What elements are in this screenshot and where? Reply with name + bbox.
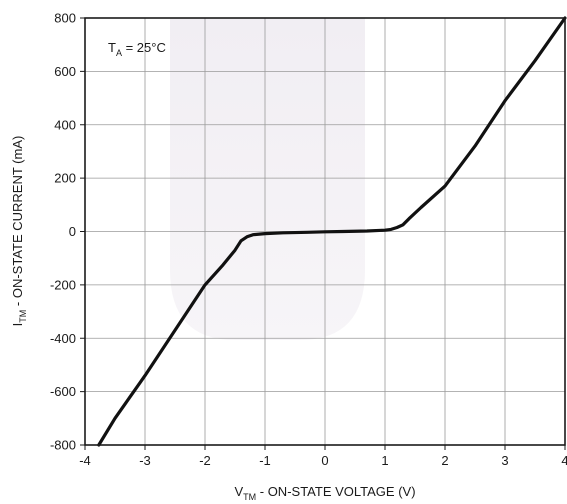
x-tick-label: 4 bbox=[561, 453, 567, 468]
y-tick-label: -800 bbox=[50, 438, 76, 453]
x-tick-label: 1 bbox=[381, 453, 388, 468]
background-watermark bbox=[170, 18, 365, 340]
x-tick-label: -3 bbox=[139, 453, 151, 468]
x-tick-label: -4 bbox=[79, 453, 91, 468]
series-layer bbox=[97, 16, 567, 447]
x-tick-label: 2 bbox=[441, 453, 448, 468]
x-tick-label: -1 bbox=[259, 453, 271, 468]
series-line bbox=[97, 16, 567, 447]
x-tick-label: 0 bbox=[321, 453, 328, 468]
y-tick-label: -400 bbox=[50, 331, 76, 346]
y-tick-label: 200 bbox=[54, 171, 76, 186]
y-axis-label: ITM - ON-STATE CURRENT (mA) bbox=[10, 136, 28, 327]
x-tick-label: -2 bbox=[199, 453, 211, 468]
temperature-annotation: TA = 25°C bbox=[108, 40, 166, 58]
y-tick-label: -200 bbox=[50, 277, 76, 292]
tick-labels: -4 -3 -2 -1 0 1 2 3 4 800 600 400 200 0 -200 -400 -600 -8… bbox=[50, 11, 567, 469]
x-tick-label: 3 bbox=[501, 453, 508, 468]
y-tick-label: 0 bbox=[69, 224, 76, 239]
y-tick-label: -600 bbox=[50, 384, 76, 399]
y-tick-label: 400 bbox=[54, 117, 76, 132]
y-tick-label: 800 bbox=[54, 11, 76, 26]
y-tick-label: 600 bbox=[54, 64, 76, 79]
plot-frame bbox=[84, 17, 566, 446]
x-axis-label: VTM - ON-STATE VOLTAGE (V) bbox=[234, 484, 415, 502]
